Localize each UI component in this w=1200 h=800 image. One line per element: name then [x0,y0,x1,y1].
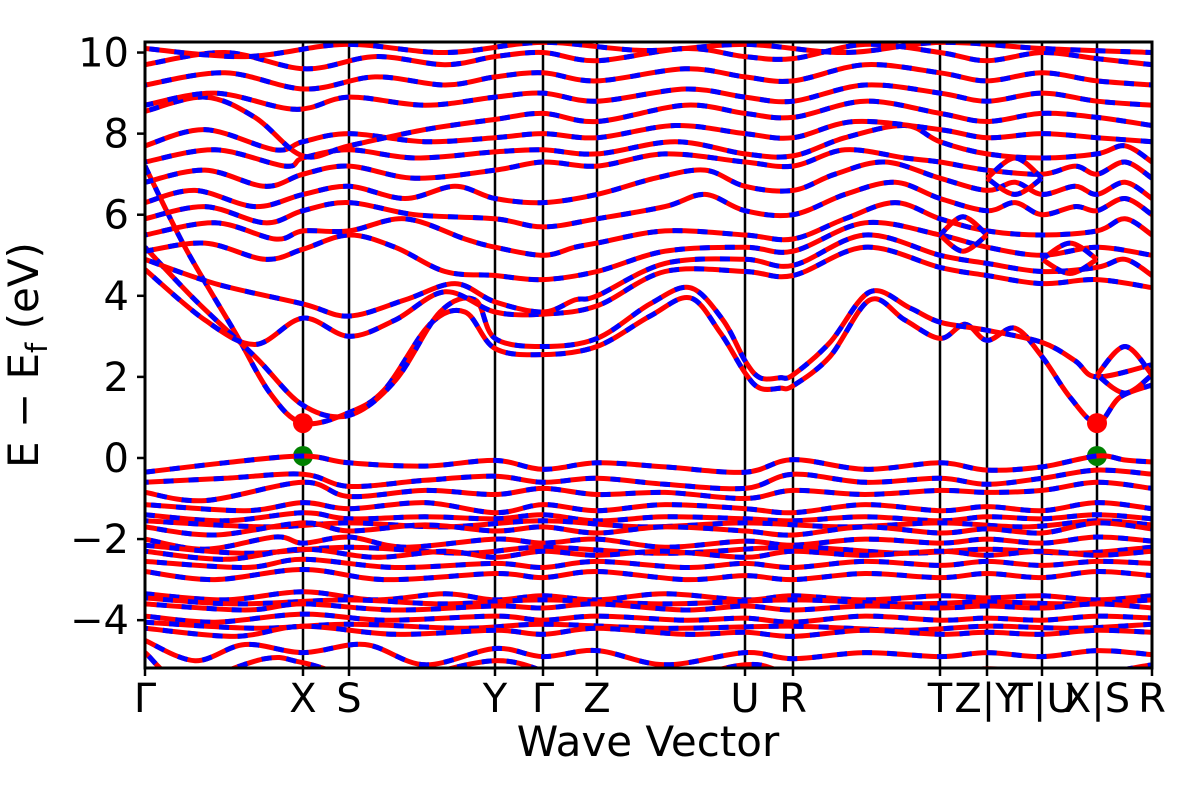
band-line-overlay [145,589,1152,603]
x-tick-label: X [289,676,316,722]
vbm-markers [293,445,1107,466]
band-line-overlay [985,155,1044,181]
y-tick-label: 10 [78,31,129,77]
band-line-overlay [938,232,989,254]
band-line-overlay [145,542,1152,556]
band-line-overlay [145,611,1152,625]
y-tick-label: 6 [104,193,129,239]
y-tick-label: −2 [70,517,129,563]
band-line-overlay [145,467,1152,492]
y-tick-labels: −4 −2 0 2 4 6 8 10 [70,31,129,645]
x-tick-label: T|U [1007,676,1075,722]
band-line-overlay [145,179,1152,230]
band-line-overlay [145,147,1152,189]
band-line-overlay [145,520,1152,538]
x-tick-label: Γ [134,676,157,722]
band-line-overlay [145,567,1152,583]
y-tick-label: 4 [104,274,129,320]
x-tick-label: Γ [532,676,555,722]
band-line [145,650,1152,668]
x-axis-title: Wave Vector [517,717,780,766]
band-line-overlay [145,164,1152,427]
band-line-overlay [145,159,1152,210]
cbm-marker [1087,413,1107,434]
band-line-overlay [145,556,1152,571]
x-tick-labels: Γ X S Y Γ Z U R T Z|YT|UX|S R [134,676,1166,722]
band-line-overlay [145,245,1152,420]
band-line [145,479,1152,504]
cbm-marker [293,413,313,434]
x-tick-label: Y [482,676,508,722]
band-line-overlay [145,500,1152,516]
x-tick-label: S [336,676,361,722]
band-line-overlay [145,219,1152,283]
band-line-overlay [145,534,1152,552]
band-line-overlay [1095,344,1152,377]
band-line-overlay [145,453,1152,475]
band-line-overlay [145,619,1152,633]
band-line-overlay [145,595,1152,607]
x-tick-label: R [779,676,807,722]
y-tick-label: −4 [70,598,129,644]
band-line-overlay [145,232,1152,319]
bands-layer [145,42,1152,668]
plot-border [143,40,1154,670]
y-axis-title-subscript: f [20,342,54,353]
y-tick-label: 2 [104,355,129,401]
band-line-overlay [145,601,1152,613]
cbm-markers [293,413,1107,434]
band-line-overlay [938,214,989,237]
band-line [145,556,1152,571]
axis-ticks [137,51,1154,676]
band-line [145,245,1152,420]
band-line-overlay [145,82,1152,112]
band-line-overlay [145,118,1152,153]
band-line-overlay [1040,240,1099,262]
band-line [145,200,1152,258]
band-line-overlay [1095,372,1152,396]
band-line [1040,257,1099,276]
band-line [145,623,1152,639]
x-tick-label: X|S [1064,676,1130,722]
band-line-overlay [145,546,1152,562]
x-tick-label: Z [583,676,610,722]
y-axis-title-prefix: E − E [0,353,48,468]
band-line [145,62,1152,92]
band-line-overlay [145,510,1152,524]
band-line-overlay [145,42,1152,72]
y-axis-title-suffix: (eV) [0,242,48,343]
band-line [145,94,1152,160]
y-tick-label: 8 [104,112,129,158]
band-line-overlay [145,244,1152,348]
x-tick-label: U [730,676,759,722]
band-line-overlay [145,638,1152,668]
band-line-overlay [985,176,1044,197]
y-axis-title: E − Ef (eV) [0,242,54,468]
x-tick-label: T [927,676,953,722]
x-tick-label: Z|Y [954,676,1020,722]
y-tick-label: 0 [104,436,129,482]
plot-border-rect [143,40,1154,670]
band-line [145,244,1152,348]
x-tick-label: R [1138,676,1166,722]
